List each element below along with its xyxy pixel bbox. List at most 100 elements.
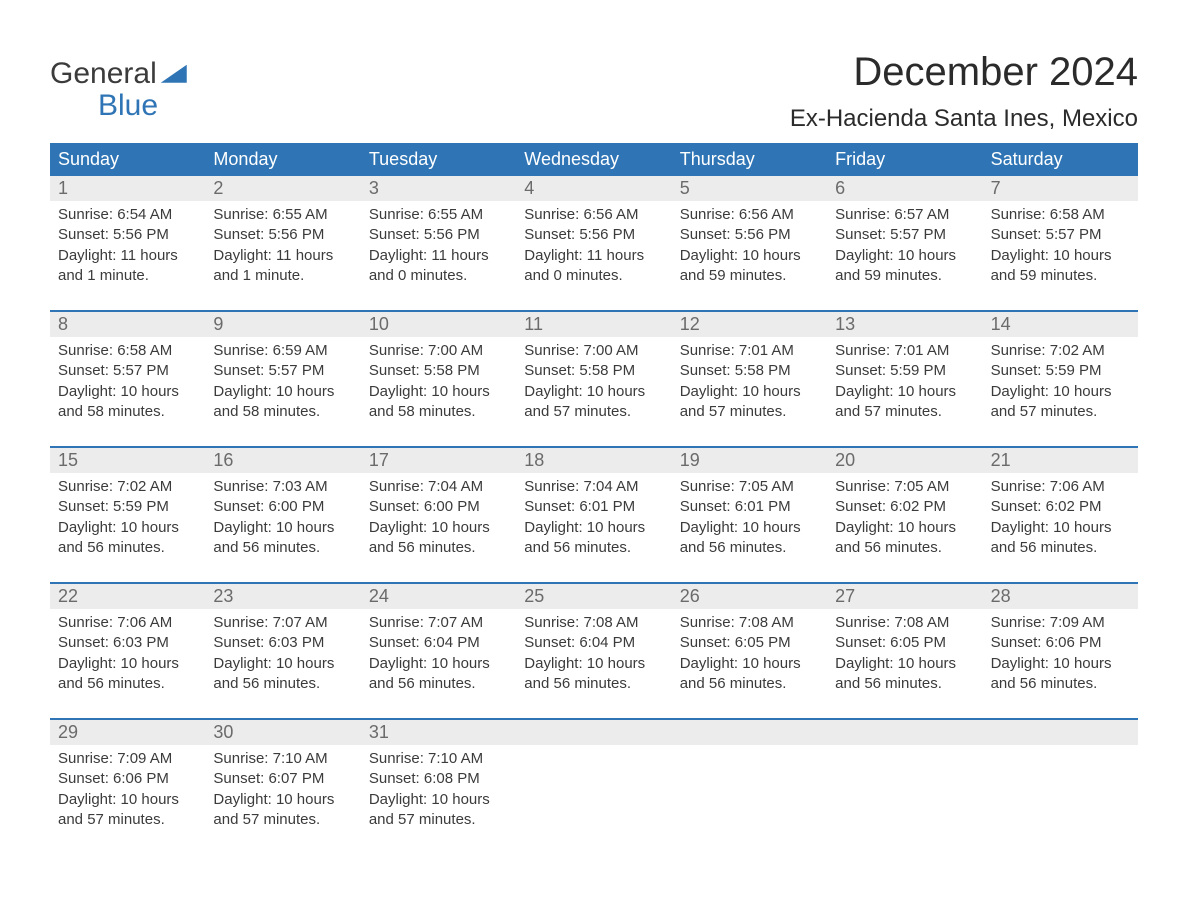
day-sunset: Sunset: 6:00 PM	[369, 497, 508, 517]
day-sunrise: Sunrise: 6:59 AM	[213, 341, 352, 361]
day-cell: Sunrise: 7:02 AMSunset: 5:59 PMDaylight:…	[50, 473, 205, 576]
day-sunset: Sunset: 5:58 PM	[369, 361, 508, 381]
day-sunrise: Sunrise: 7:09 AM	[58, 749, 197, 769]
day-cell: Sunrise: 7:08 AMSunset: 6:04 PMDaylight:…	[516, 609, 671, 712]
day-d1: Daylight: 10 hours	[680, 518, 819, 538]
day-cell	[516, 745, 671, 848]
day-cell: Sunrise: 6:58 AMSunset: 5:57 PMDaylight:…	[983, 201, 1138, 304]
day-cell	[672, 745, 827, 848]
day-cell: Sunrise: 7:07 AMSunset: 6:03 PMDaylight:…	[205, 609, 360, 712]
calendar: SundayMondayTuesdayWednesdayThursdayFrid…	[50, 143, 1138, 848]
day-d1: Daylight: 10 hours	[835, 518, 974, 538]
day-sunrise: Sunrise: 7:06 AM	[58, 613, 197, 633]
day-d2: and 56 minutes.	[524, 674, 663, 694]
day-cell: Sunrise: 7:09 AMSunset: 6:06 PMDaylight:…	[50, 745, 205, 848]
day-d2: and 56 minutes.	[213, 674, 352, 694]
day-d1: Daylight: 10 hours	[213, 654, 352, 674]
day-number: 6	[827, 176, 982, 201]
day-sunrise: Sunrise: 6:57 AM	[835, 205, 974, 225]
day-number: 15	[50, 448, 205, 473]
day-cell: Sunrise: 6:55 AMSunset: 5:56 PMDaylight:…	[361, 201, 516, 304]
day-cell: Sunrise: 7:08 AMSunset: 6:05 PMDaylight:…	[827, 609, 982, 712]
day-cell: Sunrise: 7:01 AMSunset: 5:59 PMDaylight:…	[827, 337, 982, 440]
day-d2: and 1 minute.	[213, 266, 352, 286]
day-number: 9	[205, 312, 360, 337]
day-cell: Sunrise: 7:04 AMSunset: 6:01 PMDaylight:…	[516, 473, 671, 576]
day-cell: Sunrise: 7:06 AMSunset: 6:03 PMDaylight:…	[50, 609, 205, 712]
day-sunset: Sunset: 6:00 PM	[213, 497, 352, 517]
day-sunrise: Sunrise: 7:04 AM	[524, 477, 663, 497]
day-d2: and 56 minutes.	[213, 538, 352, 558]
day-d1: Daylight: 10 hours	[524, 382, 663, 402]
day-number: 8	[50, 312, 205, 337]
day-d1: Daylight: 10 hours	[369, 654, 508, 674]
location-subtitle: Ex-Hacienda Santa Ines, Mexico	[790, 105, 1138, 133]
daynum-row: 293031	[50, 720, 1138, 745]
title-block: December 2024 Ex-Hacienda Santa Ines, Me…	[790, 50, 1138, 133]
day-d2: and 59 minutes.	[991, 266, 1130, 286]
day-d2: and 56 minutes.	[524, 538, 663, 558]
day-d2: and 1 minute.	[58, 266, 197, 286]
dow-cell: Thursday	[672, 143, 827, 176]
daynum-row: 15161718192021	[50, 448, 1138, 473]
day-sunset: Sunset: 5:59 PM	[991, 361, 1130, 381]
day-cell: Sunrise: 6:59 AMSunset: 5:57 PMDaylight:…	[205, 337, 360, 440]
page-header: General Blue December 2024 Ex-Hacienda S…	[50, 50, 1138, 133]
day-d2: and 58 minutes.	[58, 402, 197, 422]
day-cell	[983, 745, 1138, 848]
week-row: 891011121314Sunrise: 6:58 AMSunset: 5:57…	[50, 310, 1138, 440]
day-d1: Daylight: 11 hours	[213, 246, 352, 266]
brand-logo: General Blue	[50, 50, 187, 121]
day-sunrise: Sunrise: 7:02 AM	[58, 477, 197, 497]
day-sunset: Sunset: 5:57 PM	[213, 361, 352, 381]
day-sunset: Sunset: 5:59 PM	[835, 361, 974, 381]
day-sunset: Sunset: 6:06 PM	[991, 633, 1130, 653]
day-number: 2	[205, 176, 360, 201]
day-sunrise: Sunrise: 7:05 AM	[680, 477, 819, 497]
day-sunset: Sunset: 6:07 PM	[213, 769, 352, 789]
day-sunset: Sunset: 5:56 PM	[58, 225, 197, 245]
day-sunset: Sunset: 6:03 PM	[58, 633, 197, 653]
dow-cell: Sunday	[50, 143, 205, 176]
day-number: 30	[205, 720, 360, 745]
day-cell: Sunrise: 6:56 AMSunset: 5:56 PMDaylight:…	[516, 201, 671, 304]
day-cell: Sunrise: 7:08 AMSunset: 6:05 PMDaylight:…	[672, 609, 827, 712]
day-sunset: Sunset: 5:58 PM	[524, 361, 663, 381]
day-d2: and 56 minutes.	[680, 538, 819, 558]
day-sunset: Sunset: 6:06 PM	[58, 769, 197, 789]
day-number: 19	[672, 448, 827, 473]
day-sunrise: Sunrise: 6:58 AM	[58, 341, 197, 361]
day-d2: and 56 minutes.	[991, 538, 1130, 558]
daynum-row: 22232425262728	[50, 584, 1138, 609]
day-d1: Daylight: 10 hours	[213, 518, 352, 538]
day-number: 24	[361, 584, 516, 609]
day-number: 26	[672, 584, 827, 609]
day-cell: Sunrise: 7:01 AMSunset: 5:58 PMDaylight:…	[672, 337, 827, 440]
weeks-container: 1234567Sunrise: 6:54 AMSunset: 5:56 PMDa…	[50, 176, 1138, 848]
month-title: December 2024	[790, 50, 1138, 95]
week-row: 1234567Sunrise: 6:54 AMSunset: 5:56 PMDa…	[50, 176, 1138, 304]
day-sunset: Sunset: 6:01 PM	[524, 497, 663, 517]
day-d2: and 56 minutes.	[835, 538, 974, 558]
day-cell: Sunrise: 7:07 AMSunset: 6:04 PMDaylight:…	[361, 609, 516, 712]
day-d1: Daylight: 10 hours	[680, 382, 819, 402]
day-d2: and 57 minutes.	[369, 810, 508, 830]
day-sunrise: Sunrise: 6:56 AM	[680, 205, 819, 225]
day-cell: Sunrise: 7:10 AMSunset: 6:07 PMDaylight:…	[205, 745, 360, 848]
day-d2: and 0 minutes.	[369, 266, 508, 286]
day-d1: Daylight: 10 hours	[58, 790, 197, 810]
flag-icon	[161, 65, 187, 83]
day-sunset: Sunset: 5:59 PM	[58, 497, 197, 517]
day-d1: Daylight: 10 hours	[58, 654, 197, 674]
day-sunrise: Sunrise: 7:00 AM	[524, 341, 663, 361]
day-sunrise: Sunrise: 7:10 AM	[369, 749, 508, 769]
day-d2: and 56 minutes.	[369, 538, 508, 558]
day-d1: Daylight: 11 hours	[58, 246, 197, 266]
day-sunset: Sunset: 6:04 PM	[524, 633, 663, 653]
day-sunrise: Sunrise: 7:05 AM	[835, 477, 974, 497]
day-sunset: Sunset: 6:01 PM	[680, 497, 819, 517]
day-sunset: Sunset: 5:58 PM	[680, 361, 819, 381]
day-number: 1	[50, 176, 205, 201]
day-number: 12	[672, 312, 827, 337]
day-d2: and 57 minutes.	[524, 402, 663, 422]
